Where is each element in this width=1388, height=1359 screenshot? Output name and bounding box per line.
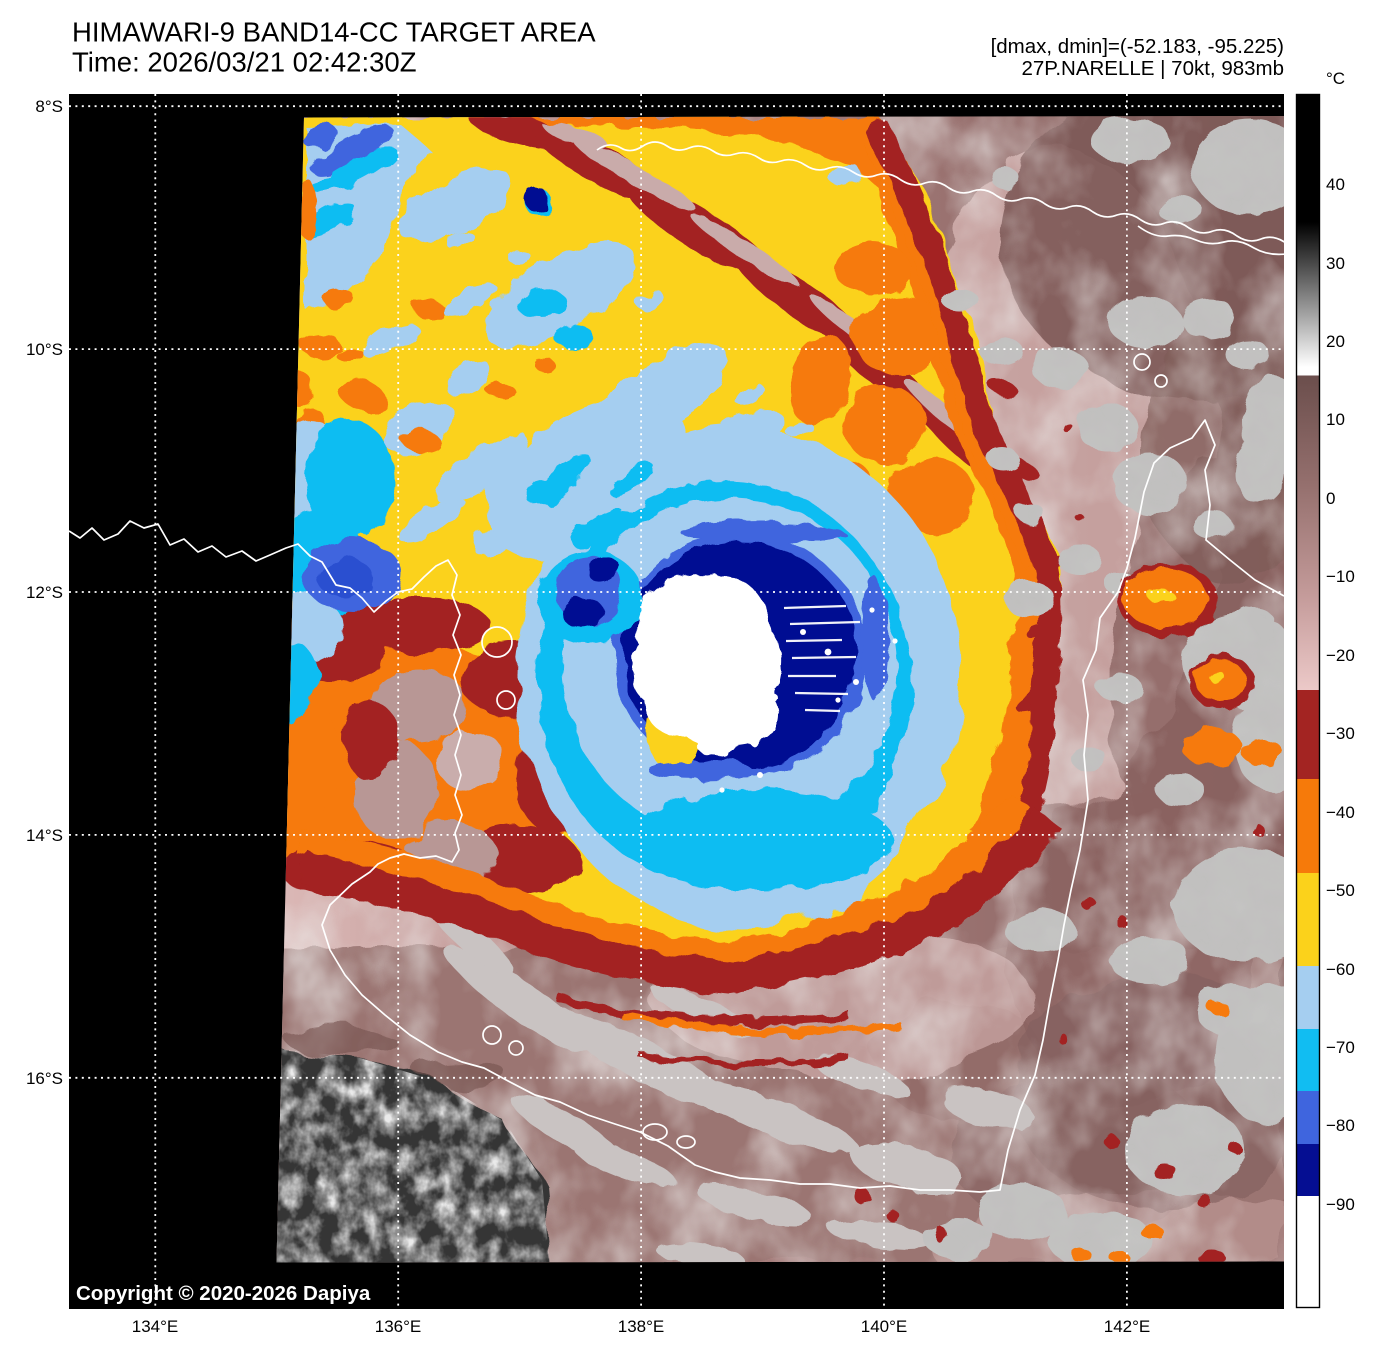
- svg-text:8°S: 8°S: [35, 97, 63, 116]
- svg-text:°C: °C: [1326, 69, 1345, 88]
- svg-text:−60: −60: [1326, 960, 1355, 979]
- svg-text:20: 20: [1326, 332, 1345, 351]
- svg-text:−20: −20: [1326, 646, 1355, 665]
- svg-text:−70: −70: [1326, 1038, 1355, 1057]
- svg-text:[dmax, dmin]=(-52.183, -95.225: [dmax, dmin]=(-52.183, -95.225): [991, 35, 1284, 58]
- svg-text:Time: 2026/03/21 02:42:30Z: Time: 2026/03/21 02:42:30Z: [72, 47, 417, 78]
- svg-text:10°S: 10°S: [26, 340, 63, 359]
- svg-text:134°E: 134°E: [132, 1317, 179, 1336]
- svg-text:10: 10: [1326, 410, 1345, 429]
- svg-text:−80: −80: [1326, 1116, 1355, 1135]
- svg-text:12°S: 12°S: [26, 583, 63, 602]
- svg-text:40: 40: [1326, 175, 1345, 194]
- svg-text:16°S: 16°S: [26, 1069, 63, 1088]
- svg-text:14°S: 14°S: [26, 826, 63, 845]
- svg-text:−10: −10: [1326, 567, 1355, 586]
- svg-text:−30: −30: [1326, 724, 1355, 743]
- svg-text:−50: −50: [1326, 881, 1355, 900]
- svg-text:30: 30: [1326, 254, 1345, 273]
- svg-text:−90: −90: [1326, 1195, 1355, 1214]
- svg-text:−40: −40: [1326, 803, 1355, 822]
- svg-text:27P.NARELLE | 70kt, 983mb: 27P.NARELLE | 70kt, 983mb: [1022, 57, 1285, 80]
- svg-text:136°E: 136°E: [375, 1317, 422, 1336]
- svg-text:140°E: 140°E: [861, 1317, 908, 1336]
- svg-text:138°E: 138°E: [618, 1317, 665, 1336]
- svg-text:HIMAWARI-9 BAND14-CC TARGET AR: HIMAWARI-9 BAND14-CC TARGET AREA: [72, 17, 596, 48]
- svg-text:0: 0: [1326, 489, 1335, 508]
- svg-text:142°E: 142°E: [1104, 1317, 1151, 1336]
- svg-text:Copyright © 2020-2026 Dapiya: Copyright © 2020-2026 Dapiya: [76, 1282, 371, 1305]
